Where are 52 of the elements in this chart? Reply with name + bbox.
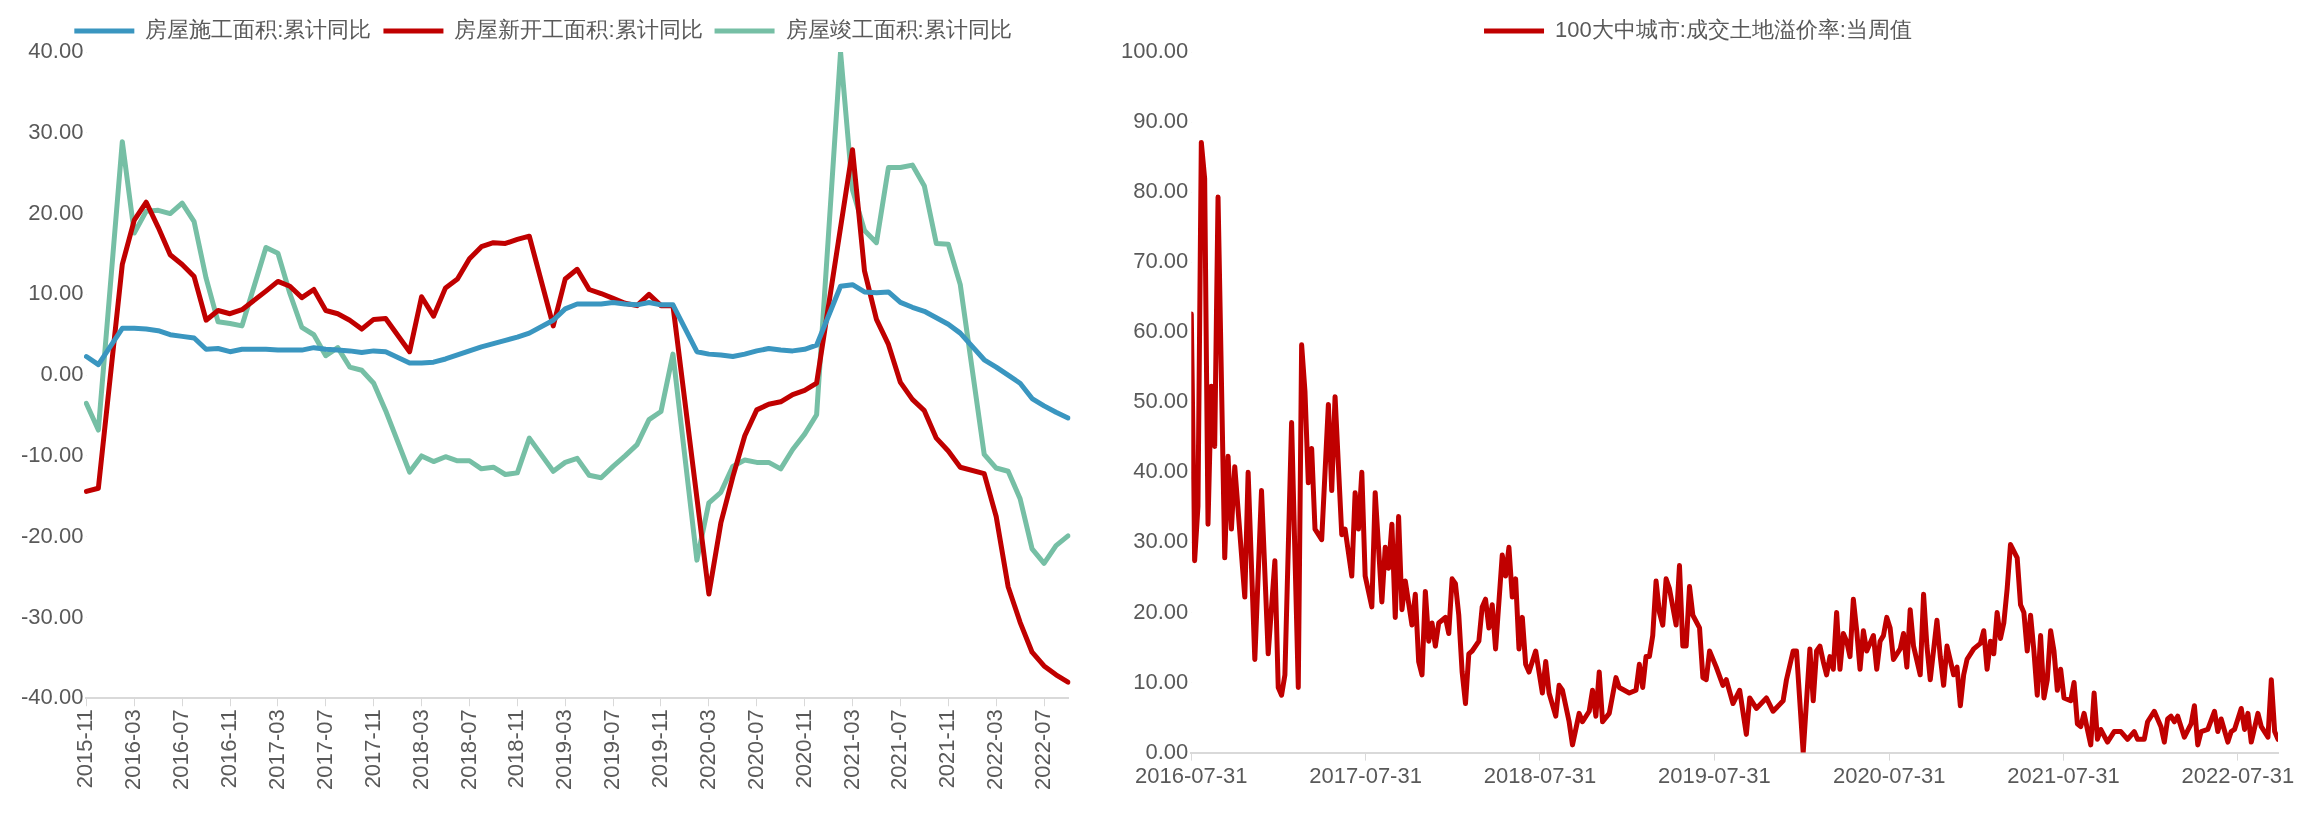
- y-tick-label: -20.00: [20, 522, 84, 548]
- x-tick-label: 2020-03: [694, 709, 720, 791]
- y-tick-label: -30.00: [20, 603, 84, 629]
- y-tick-label: 40.00: [1133, 458, 1189, 484]
- legend-label: 房屋新开工面积:累计同比: [454, 17, 703, 43]
- x-tick-label: 2016-07-31: [1135, 762, 1248, 788]
- x-tick-label: 2017-07: [311, 709, 337, 791]
- x-tick-label: 2016-03: [120, 709, 146, 791]
- x-tick-label: 2018-11: [503, 709, 529, 789]
- x-tick-label: 2016-07: [168, 709, 194, 791]
- x-tick-label: 2018-07-31: [1483, 762, 1597, 788]
- x-tick-label: 2015-11: [72, 709, 98, 789]
- x-tick-label: 2019-03: [551, 709, 577, 791]
- x-tick-label: 2017-07-31: [1309, 762, 1422, 788]
- y-tick-label: 30.00: [28, 118, 84, 144]
- x-tick-label: 2021-11: [934, 709, 960, 789]
- legend-label: 100大中城市:成交土地溢价率:当周值: [1555, 17, 1912, 43]
- y-tick-label: 80.00: [1133, 178, 1189, 204]
- y-tick-label: 30.00: [1133, 528, 1189, 554]
- x-tick-label: 2022-07: [1030, 709, 1056, 791]
- x-tick-label: 2021-03: [838, 709, 864, 791]
- x-tick-label: 2020-07-31: [1832, 762, 1946, 788]
- x-tick-label: 2017-03: [263, 709, 289, 791]
- y-tick-label: 70.00: [1133, 248, 1189, 274]
- y-tick-label: 10.00: [28, 280, 84, 306]
- y-tick-label: 50.00: [1133, 388, 1189, 414]
- x-tick-label: 2020-07: [742, 709, 768, 791]
- x-tick-label: 2016-11: [216, 709, 242, 789]
- y-tick-label: 20.00: [1133, 598, 1189, 624]
- y-tick-label: 10.00: [1133, 668, 1189, 694]
- y-tick-label: -40.00: [20, 684, 84, 710]
- y-tick-label: 60.00: [1133, 318, 1189, 344]
- x-tick-label: 2017-11: [359, 709, 385, 789]
- x-tick-label: 2018-03: [407, 709, 433, 791]
- x-tick-label: 2019-11: [647, 709, 673, 789]
- x-tick-label: 2022-07-31: [2181, 762, 2295, 788]
- y-tick-label: 0.00: [40, 361, 84, 387]
- y-tick-label: 20.00: [28, 199, 84, 225]
- x-tick-label: 2021-07-31: [2007, 762, 2120, 788]
- legend-label: 房屋竣工面积:累计同比: [785, 17, 1012, 43]
- x-tick-label: 2019-07-31: [1658, 762, 1771, 788]
- y-tick-label: -10.00: [20, 441, 84, 467]
- y-tick-label: 0.00: [1145, 738, 1189, 764]
- x-tick-label: 2021-07: [886, 709, 912, 791]
- x-tick-label: 2019-07: [599, 709, 625, 791]
- x-tick-label: 2022-03: [982, 709, 1008, 791]
- x-tick-label: 2020-11: [790, 709, 816, 789]
- y-tick-label: 100.00: [1120, 38, 1189, 64]
- x-tick-label: 2018-07: [455, 709, 481, 791]
- legend-label: 房屋施工面积:累计同比: [145, 17, 372, 43]
- y-tick-label: 40.00: [28, 38, 84, 64]
- y-tick-label: 90.00: [1133, 108, 1189, 134]
